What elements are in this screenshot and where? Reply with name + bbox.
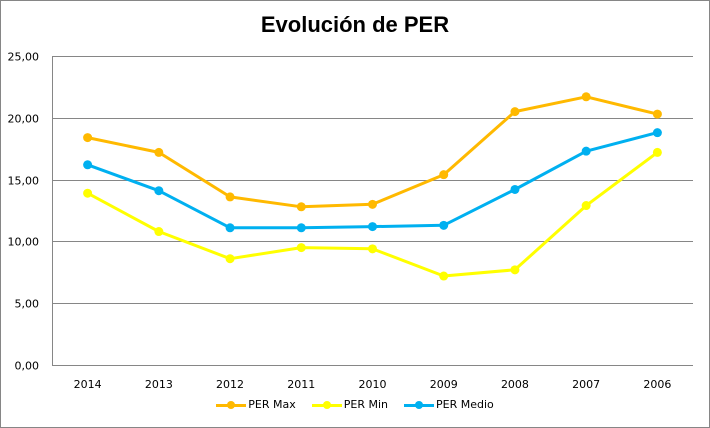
data-point xyxy=(510,107,520,117)
data-point xyxy=(439,170,449,180)
legend-item: PER Max xyxy=(216,398,296,411)
data-point xyxy=(296,223,306,233)
y-tick-label: 0,00 xyxy=(15,360,40,373)
data-point xyxy=(652,147,662,157)
x-tick-label: 2012 xyxy=(216,378,244,391)
data-point xyxy=(581,201,591,211)
legend-label: PER Medio xyxy=(435,398,494,411)
y-tick-label: 20,00 xyxy=(8,113,40,126)
data-point xyxy=(439,220,449,230)
axes xyxy=(52,56,693,366)
series-line xyxy=(87,95,658,209)
y-tick-label: 15,00 xyxy=(8,175,40,188)
y-tick-label: 25,00 xyxy=(8,51,40,64)
legend-line-marker-icon xyxy=(311,400,342,410)
data-point xyxy=(83,188,93,198)
legend-item: PER Min xyxy=(311,398,388,411)
data-point xyxy=(83,133,93,143)
data-point xyxy=(581,146,591,156)
data-point xyxy=(439,271,449,281)
data-point xyxy=(154,227,164,237)
x-tick-label: 2014 xyxy=(74,378,102,391)
x-tick-labels: 2014 2013 2012 2011 2010 2009 2008 2007 2006 xyxy=(74,378,672,391)
series-per-medio xyxy=(83,128,662,233)
data-point xyxy=(368,199,377,209)
x-tick-label: 2013 xyxy=(145,378,173,391)
chart-title: Evolución de PER xyxy=(260,12,450,37)
data-point xyxy=(296,243,306,253)
data-point xyxy=(225,192,235,202)
data-point xyxy=(510,265,520,275)
y-tick-label: 10,00 xyxy=(8,236,40,249)
series-group xyxy=(83,92,662,281)
series-line xyxy=(86,151,659,278)
y-tick-labels: 0,00 5,00 10,00 15,00 20,00 25,00 xyxy=(8,51,40,373)
y-tick-label: 5,00 xyxy=(15,298,40,311)
x-tick-label: 2007 xyxy=(572,378,600,391)
legend-item: PER Medio xyxy=(403,398,494,411)
legend: PER Max PER Min PER Medio xyxy=(0,398,710,411)
data-point xyxy=(652,109,662,119)
data-point xyxy=(225,223,235,233)
data-point xyxy=(652,128,662,138)
series-per-max xyxy=(83,92,662,212)
data-point xyxy=(296,202,306,212)
x-tick-label: 2010 xyxy=(359,378,387,391)
legend-label: PER Min xyxy=(343,398,388,411)
data-point xyxy=(154,186,164,196)
legend-line-marker-icon xyxy=(403,400,434,410)
data-point xyxy=(581,92,591,102)
data-point xyxy=(225,254,235,264)
data-point xyxy=(368,244,377,254)
data-point xyxy=(154,147,164,157)
x-tick-label: 2006 xyxy=(643,378,671,391)
x-tick-label: 2008 xyxy=(501,378,529,391)
legend-label: PER Max xyxy=(248,398,296,411)
x-tick-label: 2011 xyxy=(287,378,315,391)
x-tick-label: 2009 xyxy=(430,378,458,391)
data-point xyxy=(510,184,520,194)
gridlines xyxy=(52,56,693,304)
legend-line-marker-icon xyxy=(216,400,247,410)
series-per-min xyxy=(83,147,662,281)
data-point xyxy=(83,160,93,170)
data-point xyxy=(368,222,377,232)
